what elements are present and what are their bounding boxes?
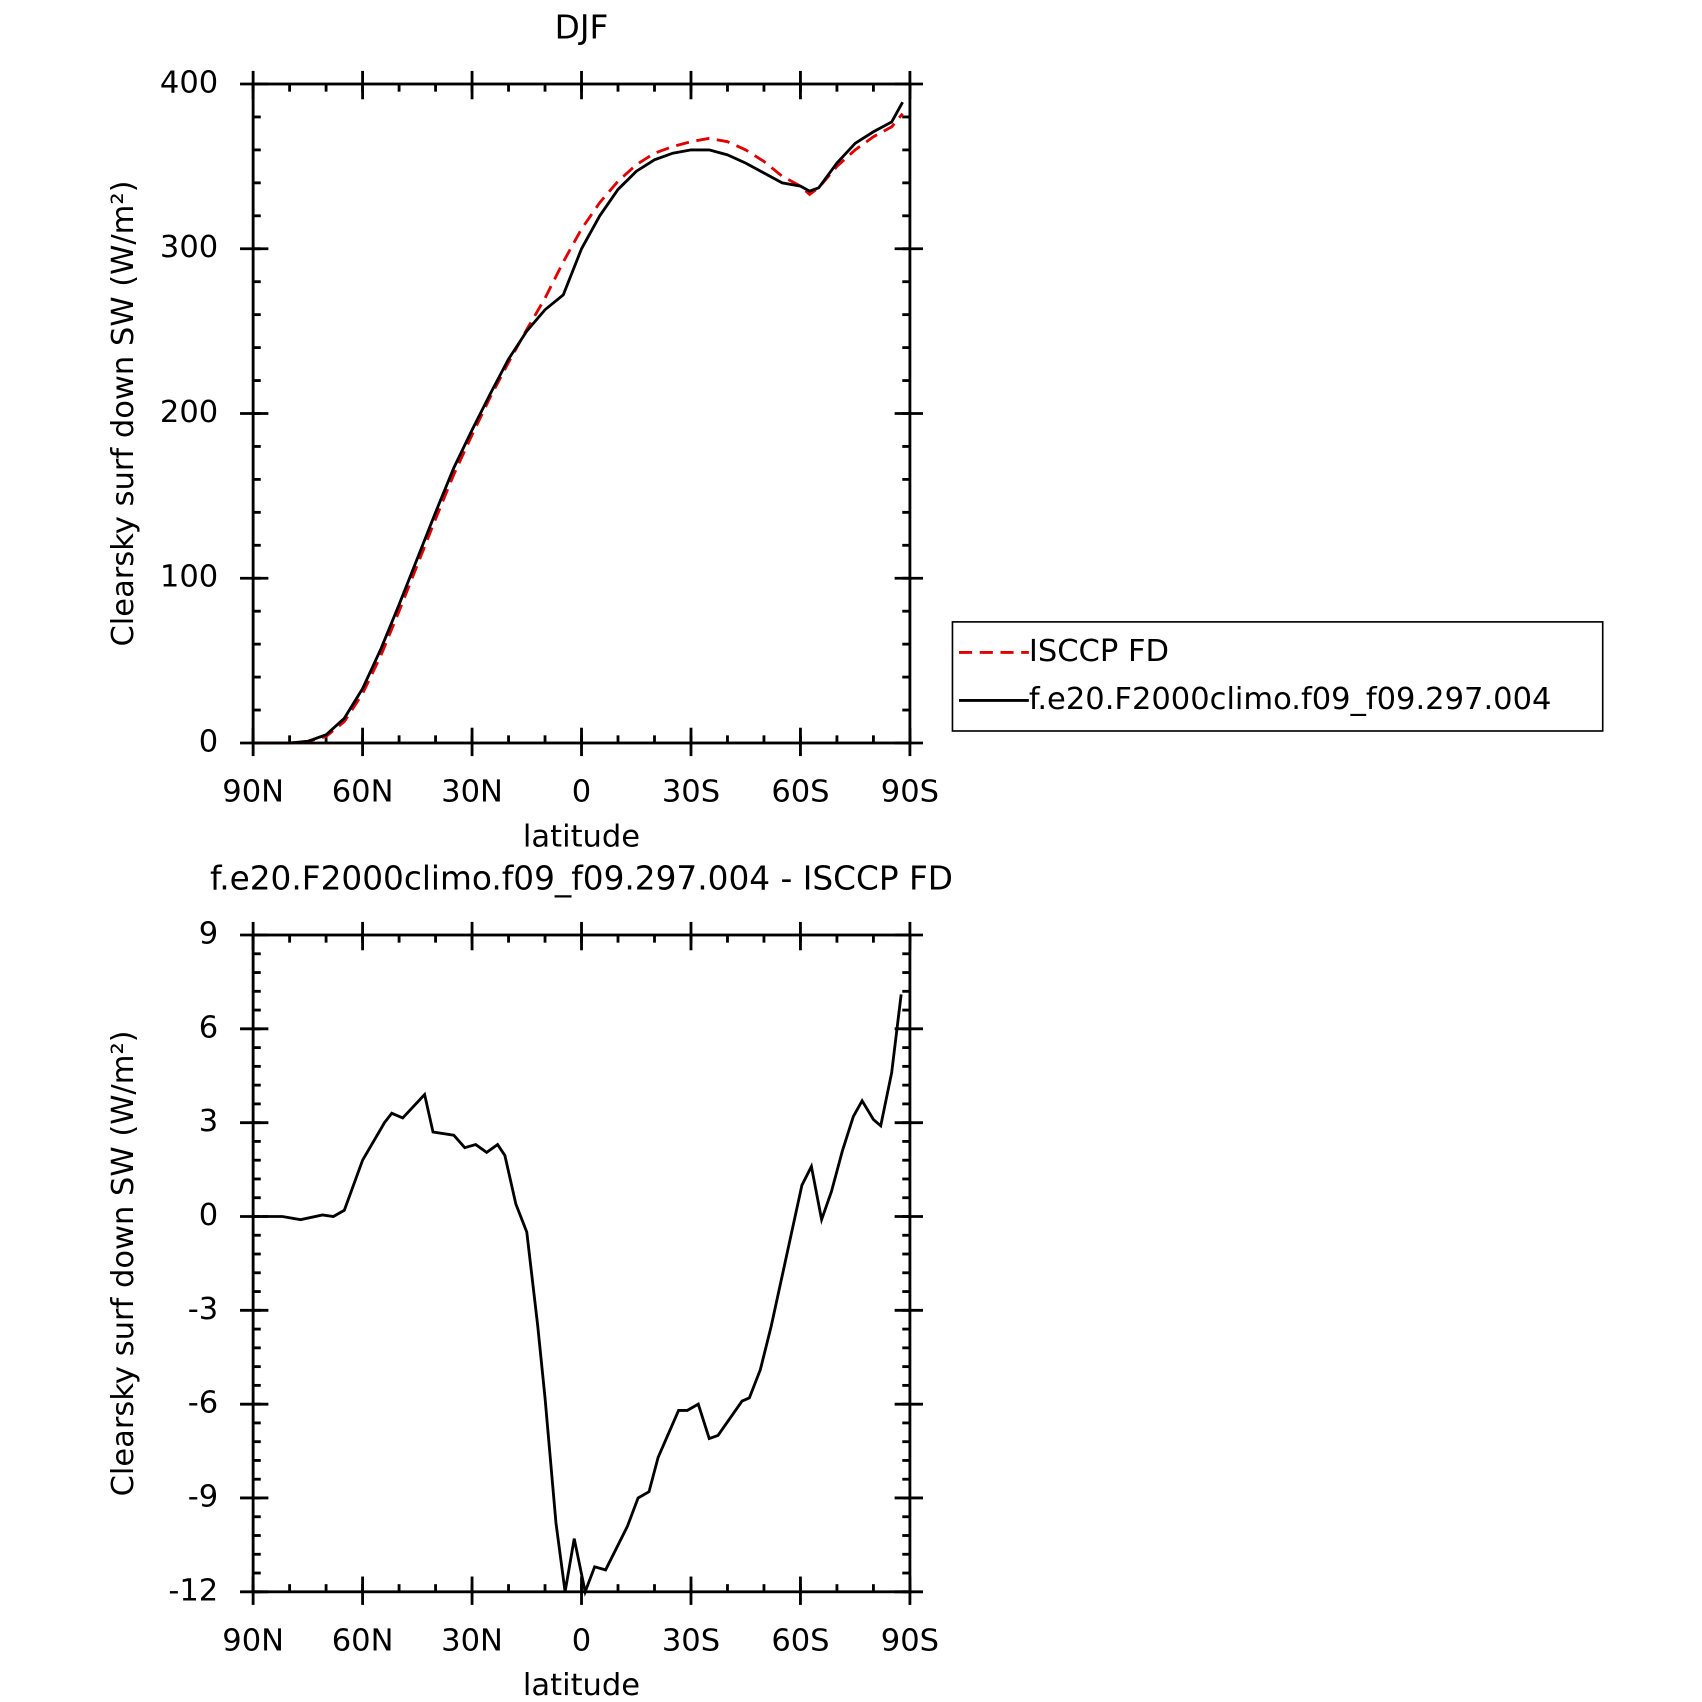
- x-tick-label: 0: [572, 775, 591, 810]
- y-tick-label: 200: [160, 395, 218, 430]
- x-tick-label: 60S: [771, 775, 829, 810]
- y-tick-label: 9: [199, 917, 218, 952]
- y-tick-label: 300: [160, 230, 218, 265]
- x-tick-label: 90S: [881, 775, 939, 810]
- x-tick-label: 60S: [771, 1623, 829, 1658]
- chart-title: f.e20.F2000climo.f09_f09.297.004 - ISCCP…: [210, 859, 953, 897]
- y-tick-label: 0: [199, 1198, 218, 1233]
- legend-label: f.e20.F2000climo.f09_f09.297.004: [1029, 682, 1552, 717]
- x-tick-label: 30N: [441, 1623, 503, 1658]
- x-tick-label: 60N: [332, 1623, 394, 1658]
- y-tick-label: 6: [199, 1010, 218, 1045]
- x-tick-label: 90N: [222, 775, 284, 810]
- y-tick-label: -3: [188, 1292, 218, 1327]
- y-tick-label: 3: [199, 1104, 218, 1139]
- x-tick-label: 30S: [662, 1623, 720, 1658]
- x-axis-label: latitude: [523, 819, 640, 854]
- x-tick-label: 90S: [881, 1623, 939, 1658]
- data-line: [260, 112, 904, 745]
- x-tick-label: 90N: [222, 1623, 284, 1658]
- y-axis-label: Clearsky surf down SW (W/m²): [106, 180, 141, 646]
- y-tick-label: -12: [168, 1573, 218, 1608]
- plot-frame: [251, 82, 912, 745]
- y-tick-label: 100: [160, 560, 218, 595]
- y-tick-label: 400: [160, 66, 218, 101]
- chart-title: DJF: [555, 8, 609, 46]
- data-line: [260, 101, 904, 745]
- y-axis-label: Clearsky surf down SW (W/m²): [106, 1030, 141, 1496]
- legend-box: [951, 621, 1604, 732]
- y-tick-label: -9: [188, 1479, 218, 1514]
- x-axis-label: latitude: [523, 1668, 640, 1702]
- data-line: [261, 994, 903, 1597]
- y-tick-label: 0: [199, 724, 218, 759]
- x-tick-label: 30N: [441, 775, 503, 810]
- plot-frame: [251, 933, 912, 1594]
- x-tick-label: 30S: [662, 775, 720, 810]
- legend-label: ISCCP FD: [1029, 634, 1169, 669]
- x-tick-label: 0: [572, 1623, 591, 1658]
- x-tick-label: 60N: [332, 775, 394, 810]
- y-tick-label: -6: [188, 1386, 218, 1421]
